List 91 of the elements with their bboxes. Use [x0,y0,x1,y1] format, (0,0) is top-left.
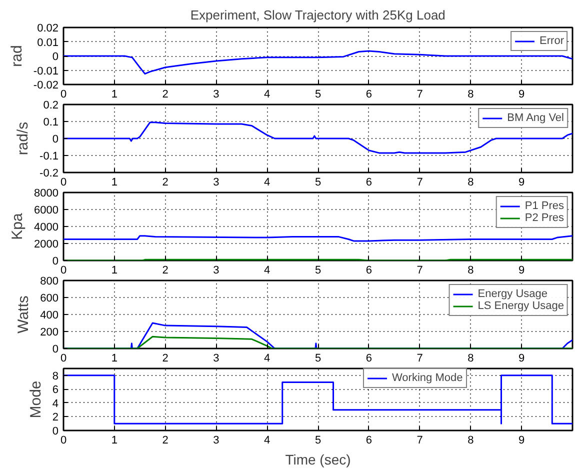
x-tick-label: 9 [518,434,525,446]
x-tick-label: 0 [60,88,67,100]
legend-label: BM Ang Vel [507,112,564,124]
legend-label: LS Energy Usage [478,300,564,312]
x-tick-label: 5 [314,352,322,364]
y-tick-label: 0 [52,256,59,268]
y-tick-label: 0.1 [43,116,59,128]
x-tick-label: 7 [416,88,423,100]
x-tick-label: 1 [111,176,118,188]
x-tick-label: 1 [111,88,118,100]
y-tick-label: -0.2 [40,168,59,180]
chart-title: Experiment, Slow Trajectory with 25Kg Load [190,8,446,22]
x-tick-label: 9 [518,176,525,188]
y-tick-label: 0 [52,134,59,146]
y-tick-label: -0.02 [33,80,59,92]
y-tick-label: 8 [52,370,59,382]
y-tick-label: -0.1 [40,150,59,162]
x-tick-label: 3 [213,176,220,188]
x-tick-label: 4 [264,88,270,100]
y-axis-title: rad [8,45,26,67]
x-tick-label: 5 [314,88,322,100]
x-tick-label: 0 [60,176,67,188]
x-tick-label: 6 [366,434,372,446]
legend-label: Working Mode [392,372,463,384]
x-tick-label: 7 [416,434,423,446]
x-tick-label: 0 [60,434,67,446]
x-tick-label: 5 [314,264,322,276]
x-tick-label: 5 [314,434,322,446]
x-tick-label: 1 [111,434,118,446]
y-axis-title: rad/s [14,122,32,156]
y-tick-label: 0 [52,51,59,63]
y-tick-label: 400 [40,310,59,322]
x-tick-label: 9 [518,88,525,100]
x-tick-label: 8 [468,352,474,364]
x-tick-label: 4 [264,352,270,364]
x-tick-label: 6 [366,88,372,100]
x-tick-label: 6 [366,264,372,276]
y-tick-label: 8000 [34,188,59,200]
y-tick-label: 200 [40,326,59,338]
y-tick-label: 6 [52,384,59,396]
line-series [64,374,572,424]
legend-label: Energy Usage [478,288,548,300]
line-series [64,50,572,75]
x-tick-label: 7 [416,352,423,364]
x-tick-label: 2 [162,434,168,446]
x-tick-label: 1 [111,352,118,364]
x-tick-label: 3 [213,434,220,446]
y-tick-label: 0.02 [37,22,59,34]
y-tick-label: 4 [52,398,59,410]
y-tick-label: 4000 [34,222,59,234]
x-tick-label: 0 [60,352,67,364]
x-tick-label: 6 [366,352,372,364]
x-tick-label: 6 [366,176,372,188]
x-tick-label: 5 [314,176,322,188]
x-tick-label: 3 [213,264,220,276]
y-tick-label: 0 [52,426,59,438]
x-tick-label: 1 [111,264,118,276]
x-tick-label: 8 [468,264,474,276]
x-axis-title: Time (sec) [285,452,351,468]
x-tick-label: 3 [213,352,220,364]
x-tick-label: 4 [264,176,270,188]
x-tick-label: 2 [162,264,168,276]
y-tick-label: 6000 [34,204,59,216]
x-tick-label: 2 [162,352,168,364]
x-tick-label: 9 [518,264,525,276]
y-axis-title: Watts [15,296,32,334]
legend-label: Error [540,35,564,47]
y-tick-label: 0.01 [37,36,59,49]
x-tick-label: 4 [264,434,270,446]
x-tick-label: 4 [264,264,270,276]
legend-label: P2 Pres [524,212,564,224]
x-tick-label: 8 [468,434,474,446]
x-tick-label: 0 [60,264,67,276]
y-tick-label: 0.2 [43,100,59,112]
y-axis-title: Kpa [9,212,26,240]
x-tick-label: 7 [416,264,423,276]
legend-label: P1 Pres [524,200,564,212]
y-tick-label: -0.01 [33,65,59,78]
x-tick-label: 9 [518,352,525,364]
x-tick-label: 2 [162,176,168,188]
x-tick-label: 8 [468,176,474,188]
x-tick-label: 3 [213,88,220,100]
x-tick-label: 8 [468,88,474,100]
y-tick-label: 0 [52,344,59,356]
y-tick-label: 2 [52,412,59,424]
y-axis-title: Mode [27,380,44,418]
y-tick-label: 600 [40,292,59,304]
y-tick-label: 2000 [34,238,59,250]
x-tick-label: 2 [162,88,168,100]
y-tick-label: 800 [40,276,59,288]
x-tick-label: 7 [416,176,423,188]
